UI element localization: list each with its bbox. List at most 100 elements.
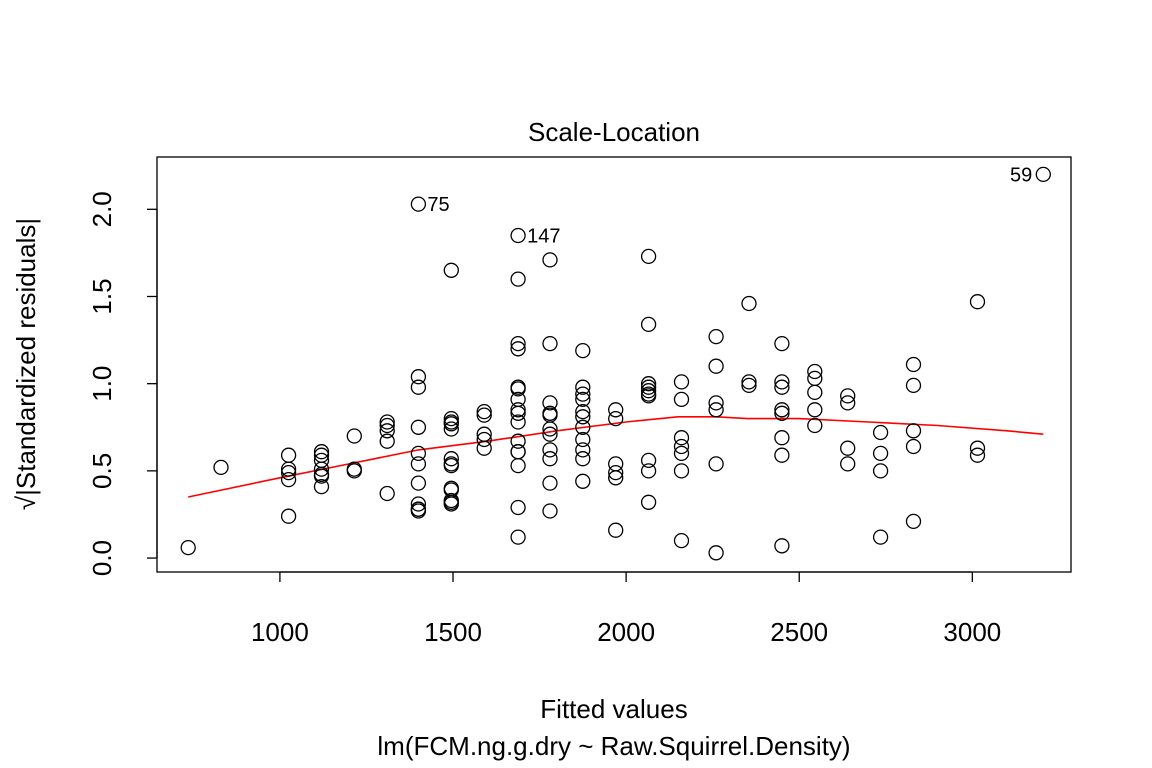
data-point: [346, 463, 362, 479]
data-point: [180, 539, 196, 556]
model-formula-subtitle: lm(FCM.ng.g.dry ~ Raw.Squirrel.Density): [377, 731, 850, 761]
data-point: [542, 395, 558, 411]
data-point: [872, 463, 889, 479]
data-point: [608, 464, 624, 481]
data-point: [510, 433, 526, 449]
data-point: [608, 410, 624, 427]
data-point: [608, 470, 624, 486]
data-point: [213, 459, 229, 476]
data-point: [542, 503, 558, 519]
data-point: [280, 508, 297, 524]
data-point: [708, 545, 724, 561]
data-point: [280, 464, 297, 481]
data-point: [640, 379, 657, 395]
point-label: 59: [1010, 164, 1032, 186]
data-point: [410, 501, 427, 517]
data-point: [443, 416, 459, 432]
point-label: 75: [427, 194, 449, 216]
data-point: [640, 452, 657, 469]
data-point: [410, 379, 427, 395]
data-point: [476, 403, 492, 420]
data-point: [510, 457, 526, 474]
data-point: [476, 407, 492, 423]
data-point: [510, 402, 526, 418]
data-point: [840, 395, 856, 411]
data-point: [640, 383, 657, 399]
data-point: [905, 513, 922, 530]
data-point: [741, 295, 757, 312]
data-point: [1035, 166, 1051, 183]
data-point: [379, 414, 395, 430]
data-point: [542, 451, 558, 467]
data-point: [379, 423, 395, 439]
data-point: [840, 440, 856, 456]
data-point: [969, 447, 986, 463]
data-point: [673, 438, 690, 455]
x-tick-label: 3000: [943, 617, 1001, 647]
data-point: [510, 271, 526, 287]
data-point: [575, 391, 591, 408]
data-point: [379, 417, 395, 434]
data-point: [379, 433, 395, 449]
data-point: [872, 529, 889, 545]
data-point: [575, 386, 591, 402]
data-point: [410, 475, 427, 491]
data-point: [640, 388, 657, 404]
data-point: [313, 466, 330, 483]
data-point: [840, 456, 856, 472]
data-point: [443, 457, 459, 474]
data-point: [807, 363, 823, 380]
data-point: [905, 356, 922, 373]
data-point: [774, 379, 790, 395]
data-point: [969, 440, 986, 456]
data-point: [969, 294, 986, 310]
data-point: [575, 379, 591, 395]
data-point: [510, 499, 526, 516]
data-point: [640, 316, 657, 333]
data-point: [410, 196, 427, 212]
point-label: 147: [527, 225, 560, 247]
data-point: [476, 440, 492, 456]
y-tick-label: 2.0: [87, 191, 117, 227]
data-point: [575, 419, 591, 435]
data-point: [608, 456, 624, 472]
data-point: [542, 442, 558, 458]
x-axis-label: Fitted values: [540, 694, 687, 724]
data-point: [542, 421, 558, 437]
data-point: [313, 461, 330, 477]
data-point: [774, 430, 790, 446]
data-point: [313, 478, 330, 495]
data-point: [673, 445, 690, 462]
data-point: [774, 447, 790, 463]
data-point: [774, 538, 790, 554]
data-point: [443, 262, 459, 278]
data-point: [872, 424, 889, 441]
data-point: [410, 419, 427, 435]
data-point: [575, 403, 591, 420]
data-point: [510, 335, 526, 352]
data-point: [774, 335, 790, 352]
data-point: [510, 227, 526, 244]
plot-area-border: [156, 156, 1072, 573]
data-point: [410, 456, 427, 472]
data-point: [708, 402, 724, 418]
data-points: [180, 166, 1051, 561]
data-point: [575, 451, 591, 467]
data-point: [807, 384, 823, 401]
data-point: [673, 532, 690, 549]
data-point: [542, 335, 558, 352]
data-point: [510, 529, 526, 545]
x-tick-label: 1500: [424, 617, 482, 647]
data-point: [774, 374, 790, 390]
x-tick-label: 2000: [597, 617, 655, 647]
data-point: [575, 431, 591, 448]
y-axis: 0.0 0.5 1.0 1.5 2.0: [87, 191, 158, 576]
data-point: [640, 494, 657, 510]
data-point: [872, 445, 889, 462]
data-point: [673, 463, 690, 479]
data-point: [443, 494, 459, 510]
data-point: [774, 405, 790, 421]
y-tick-label: 0.0: [87, 540, 117, 576]
data-point: [673, 430, 690, 446]
